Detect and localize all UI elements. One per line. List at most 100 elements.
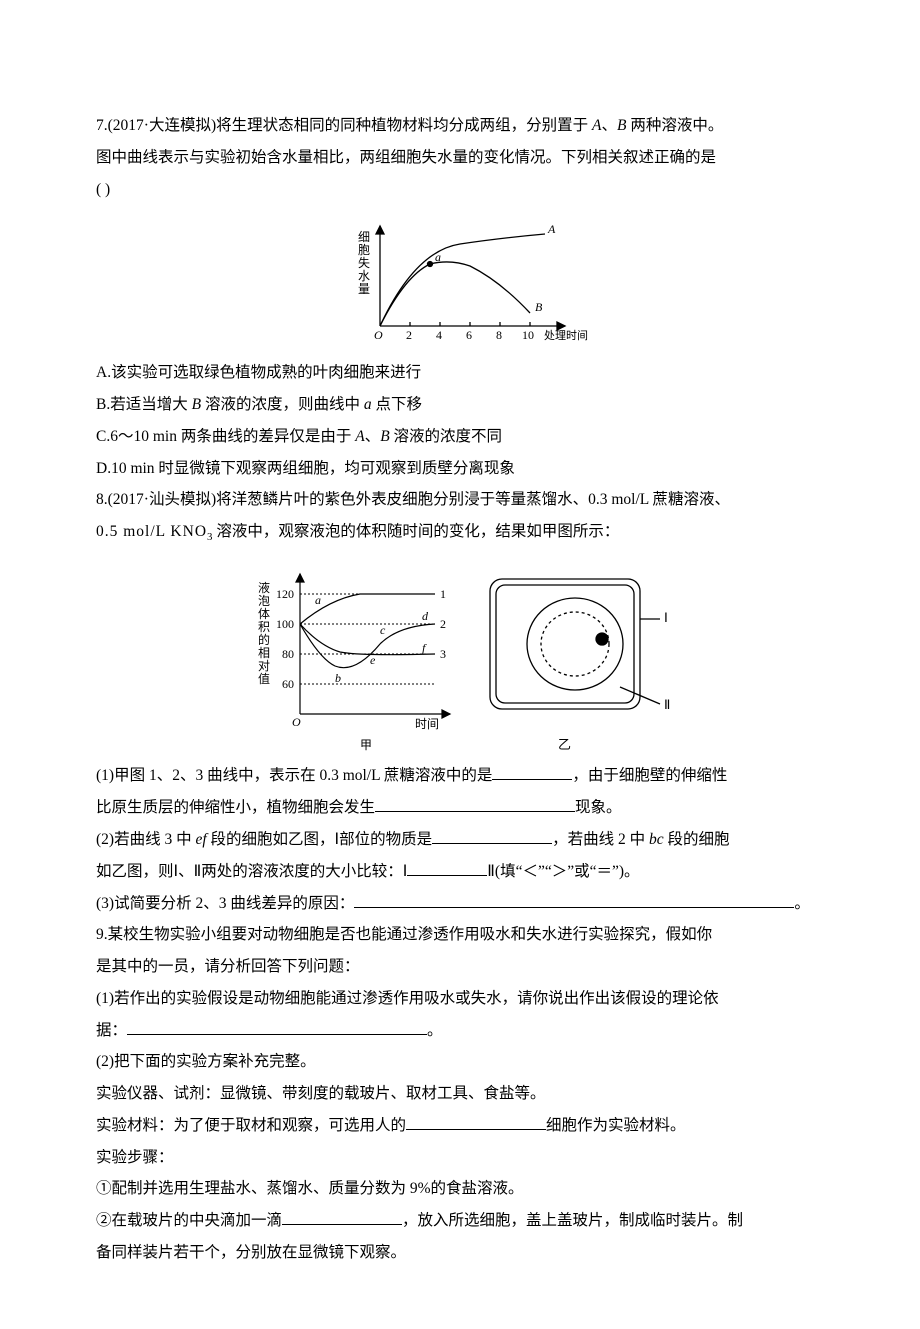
q9-p1-line2: 据： 。 — [96, 1015, 824, 1047]
q9-step1: ①配制并选用生理盐水、蒸馏水、质量分数为 9%的食盐溶液。 — [96, 1173, 824, 1205]
q8-caption-left: 甲 — [360, 738, 372, 752]
q9-mat2-pre: 实验材料：为了便于取材和观察，可选用人的 — [96, 1117, 406, 1134]
q8-p2-ef: ef — [195, 831, 206, 848]
q7-optc-b: B — [380, 428, 389, 445]
page: 7.(2017·大连模拟)将生理状态相同的同种植物材料均分成两组，分别置于 A、… — [0, 0, 920, 1329]
q7-optc-pre: C.6～10 min 两条曲线的差异仅是由于 — [96, 428, 355, 445]
q9-p2: (2)把下面的实验方案补充完整。 — [96, 1046, 824, 1078]
q8-p1-mid: ，由于细胞壁的伸缩性 — [572, 767, 727, 784]
q8-p1-l2-pre: 比原生质层的伸缩性小，植物细胞会发生 — [96, 799, 375, 816]
q7-sep: 、 — [601, 117, 617, 134]
q8-cell-label-1: Ⅰ — [664, 610, 668, 625]
q8-stem-line2: 0.5 mol/L KNO3 溶液中，观察液泡的体积随时间的变化，结果如甲图所示… — [96, 516, 824, 548]
q7-chart-xlabel: 处理时间 /min — [544, 329, 590, 342]
q7-stem-line3: ( ) — [96, 174, 824, 206]
q7-option-a: A.该实验可选取绿色植物成熟的叶肉细胞来进行 — [96, 357, 824, 389]
q7-chart-tick-4: 4 — [436, 328, 442, 342]
q8-p1-pre: (1)甲图 1、2、3 曲线中，表示在 0.3 mol/L 蔗糖溶液中的是 — [96, 767, 492, 784]
q8-xlabel: 时间 — [415, 717, 439, 731]
q8-ytick-120: 120 — [276, 587, 294, 601]
q8-p1-line2: 比原生质层的伸缩性小，植物细胞会发生 现象。 — [96, 792, 824, 824]
blank-q8-2a — [432, 828, 552, 844]
q8-p1-line1: (1)甲图 1、2、3 曲线中，表示在 0.3 mol/L 蔗糖溶液中的是 ，由于… — [96, 760, 824, 792]
q8-chart-ylabel: 液泡体积的相对值 — [258, 580, 270, 686]
q8-p3: (3)试简要分析 2、3 曲线差异的原因： 。 — [96, 888, 824, 920]
q9-mat2-end: 细胞作为实验材料。 — [546, 1117, 686, 1134]
q9-p1-l2-end: 。 — [427, 1022, 443, 1039]
q9-step2-pre: ②在载玻片的中央滴加一滴 — [96, 1212, 282, 1229]
q8-p3-end: 。 — [794, 895, 810, 912]
q9-mat1: 实验仪器、试剂：显微镜、带刻度的载玻片、取材工具、食盐等。 — [96, 1078, 824, 1110]
q8-stem-end: 溶液中，观察液泡的体积随时间的变化，结果如甲图所示： — [212, 523, 619, 540]
q7-option-b: B.若适当增大 B 溶液的浓度，则曲线中 a 点下移 — [96, 389, 824, 421]
q8-cell-label-2: Ⅱ — [664, 697, 670, 712]
q7-optc-sep: 、 — [365, 428, 381, 445]
blank-q8-3 — [354, 892, 794, 908]
blank-q9-step2 — [282, 1209, 402, 1225]
q7-chart-origin: O — [374, 328, 383, 342]
q7-optb-b: B — [192, 396, 201, 413]
q7-optc-end: 溶液的浓度不同 — [390, 428, 502, 445]
blank-q9-mat — [406, 1114, 546, 1130]
q8-label-3: 3 — [440, 647, 446, 661]
q8-pt-b: b — [335, 671, 341, 685]
q8-chart: 液泡体积的相对值 120 100 80 60 O 时间 1 2 3 a b c … — [96, 554, 824, 754]
q8-p2-l2-pre: 如乙图，则Ⅰ、Ⅱ两处的溶液浓度的大小比较：Ⅰ — [96, 863, 407, 880]
q8-p2-mid3: 段的细胞 — [664, 831, 730, 848]
q8-p2-line2: 如乙图，则Ⅰ、Ⅱ两处的溶液浓度的大小比较：Ⅰ Ⅱ(填“＜”“＞”或“＝”)。 — [96, 856, 824, 888]
q8-p2-pre: (2)若曲线 3 中 — [96, 831, 195, 848]
q8-p2-l2-end: Ⅱ(填“＜”“＞”或“＝”)。 — [487, 863, 639, 880]
q9-stem-line1: 9.某校生物实验小组要对动物细胞是否也能通过渗透作用吸水和失水进行实验探究，假如… — [96, 919, 824, 951]
q7-optb-end: 点下移 — [372, 396, 422, 413]
q9-steps-title: 实验步骤： — [96, 1142, 824, 1174]
q8-pt-c: c — [380, 623, 386, 637]
q9-stem-line2: 是其中的一员，请分析回答下列问题： — [96, 951, 824, 983]
q8-caption-right: 乙 — [558, 737, 571, 752]
q8-p2-bc: bc — [649, 831, 664, 848]
blank-q9-1 — [127, 1019, 427, 1035]
q7-chart-tick-8: 8 — [496, 328, 502, 342]
q7-stem-line2: 图中曲线表示与实验初始含水量相比，两组细胞失水量的变化情况。下列相关叙述正确的是 — [96, 142, 824, 174]
q9-step2-mid: ，放入所选细胞，盖上盖玻片，制成临时装片。制 — [402, 1212, 743, 1229]
q8-stem-line1: 8.(2017·汕头模拟)将洋葱鳞片叶的紫色外表皮细胞分别浸于等量蒸馏水、0.3… — [96, 484, 824, 516]
q8-pt-d: d — [422, 609, 429, 623]
q8-p1-l2-end: 现象。 — [575, 799, 622, 816]
q7-stem-line1: 7.(2017·大连模拟)将生理状态相同的同种植物材料均分成两组，分别置于 A、… — [96, 110, 824, 142]
q7-option-c: C.6～10 min 两条曲线的差异仅是由于 A、B 溶液的浓度不同 — [96, 421, 824, 453]
q8-p2-mid2: ，若曲线 2 中 — [552, 831, 649, 848]
q8-pt-e: e — [370, 653, 376, 667]
q7-chart-series-a: A — [547, 222, 556, 236]
q9-mat2: 实验材料：为了便于取材和观察，可选用人的 细胞作为实验材料。 — [96, 1110, 824, 1142]
q7-chart-tick-6: 6 — [466, 328, 472, 342]
q7-optb-pre: B.若适当增大 — [96, 396, 192, 413]
q9-step2-line2: 备同样装片若干个，分别放在显微镜下观察。 — [96, 1237, 824, 1269]
q7-option-d: D.10 min 时显微镜下观察两组细胞，均可观察到质壁分离现象 — [96, 453, 824, 485]
q9-p1-l2-pre: 据： — [96, 1022, 127, 1039]
q8-ytick-100: 100 — [276, 617, 294, 631]
q8-p3-pre: (3)试简要分析 2、3 曲线差异的原因： — [96, 895, 354, 912]
q7-stem-end: 两种溶液中。 — [626, 117, 723, 134]
q7-chart-tick-10: 10 — [522, 328, 534, 342]
q8-pt-f: f — [422, 641, 427, 655]
blank-q8-1a — [492, 765, 572, 781]
blank-q8-1b — [375, 796, 575, 812]
q7-optb-mid: 溶液的浓度，则曲线中 — [201, 396, 364, 413]
q7-optb-a: a — [364, 396, 372, 413]
q7-chart-series-b: B — [535, 300, 543, 314]
q8-ytick-60: 60 — [282, 677, 294, 691]
q7-chart-ylabel: 细胞失水量 — [358, 230, 370, 296]
q7-chart-tick-2: 2 — [406, 328, 412, 342]
q9-step2-line1: ②在载玻片的中央滴加一滴 ，放入所选细胞，盖上盖玻片，制成临时装片。制 — [96, 1205, 824, 1237]
q8-kno3: 0.5 mol/L KNO — [96, 523, 207, 540]
q8-ytick-80: 80 — [282, 647, 294, 661]
q8-p2-line1: (2)若曲线 3 中 ef 段的细胞如乙图，Ⅰ部位的物质是 ，若曲线 2 中 bc… — [96, 824, 824, 856]
q7-optc-a: A — [355, 428, 364, 445]
q7-chart-point-a: a — [435, 250, 441, 264]
q7-chart: 细胞失水量 O 2 4 6 8 10 处理时间 /min A B a — [96, 211, 824, 351]
q8-pt-a: a — [315, 593, 321, 607]
q8-origin: O — [292, 715, 301, 729]
q8-p2-mid: 段的细胞如乙图，Ⅰ部位的物质是 — [207, 831, 432, 848]
q9-p1-line1: (1)若作出的实验假设是动物细胞能通过渗透作用吸水或失水，请你说出作出该假设的理… — [96, 983, 824, 1015]
q7-stem-text: 7.(2017·大连模拟)将生理状态相同的同种植物材料均分成两组，分别置于 — [96, 117, 592, 134]
q8-label-1: 1 — [440, 587, 446, 601]
